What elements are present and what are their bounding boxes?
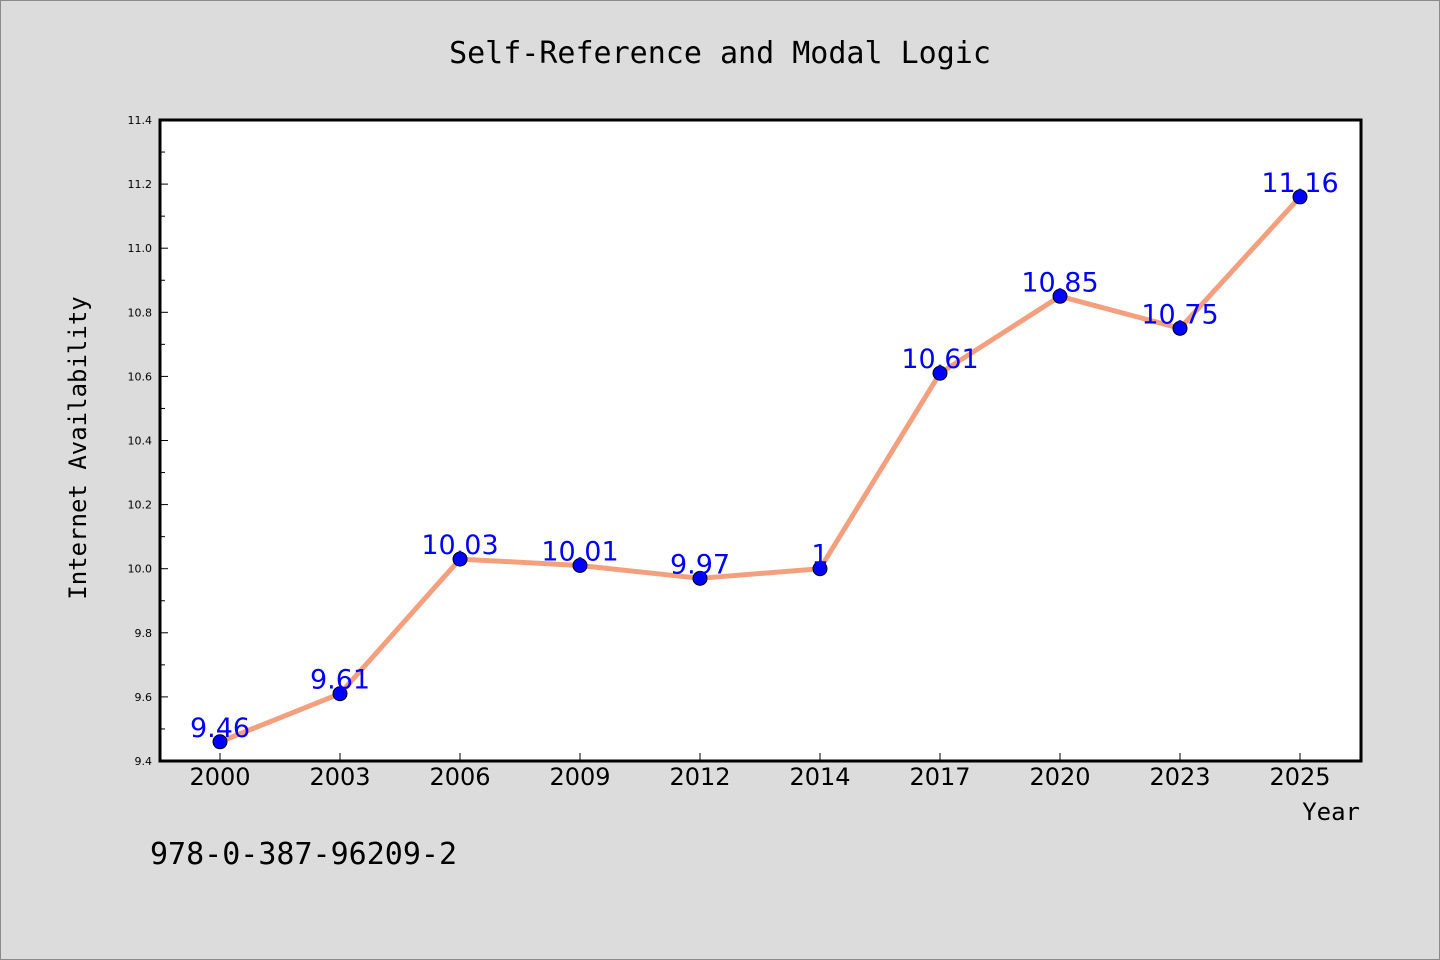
data-point <box>1172 320 1188 336</box>
plot-area <box>158 118 1363 763</box>
x-axis-ticks: 2000 2003 2006 2009 2012 2014 2017 2020 2023 2025 <box>189 753 1331 791</box>
x-tick-label: 2006 <box>429 763 490 791</box>
data-labels: 9.46 9.61 10.03 10.01 9.97 1 10.61 10.85 10.75 11… <box>190 168 1339 744</box>
data-label: 11.16 <box>1261 168 1338 199</box>
y-axis-ticks: 9.4 9.6 9.8 10.0 10.2 10.4 10.6 10.8 11.0 11.2 11.… <box>128 114 168 768</box>
y-tick-label: 10.2 <box>128 499 153 512</box>
x-tick-label: 2009 <box>549 763 610 791</box>
chart-title: Self-Reference and Modal Logic <box>449 36 991 71</box>
data-label: 10.61 <box>901 344 978 375</box>
y-tick-label: 11.0 <box>128 242 153 255</box>
y-tick-label: 10.4 <box>128 435 153 448</box>
data-point <box>1292 189 1308 205</box>
x-tick-label: 2012 <box>669 763 730 791</box>
y-tick-label: 9.6 <box>135 691 153 704</box>
data-point <box>812 561 828 577</box>
series-line-group <box>217 194 1303 745</box>
data-label: 9.61 <box>310 665 370 696</box>
y-tick-label: 9.4 <box>135 755 153 768</box>
data-point <box>452 551 468 567</box>
x-tick-label: 2025 <box>1269 763 1330 791</box>
data-label: 10.03 <box>421 530 498 561</box>
data-point <box>932 365 948 381</box>
series-line <box>217 194 1303 745</box>
x-tick-label: 2023 <box>1149 763 1210 791</box>
x-tick-label: 2000 <box>189 763 250 791</box>
x-tick-label: 2020 <box>1029 763 1090 791</box>
data-label: 10.85 <box>1021 267 1098 298</box>
isbn-footer: 978-0-387-96209-2 <box>150 837 457 872</box>
x-axis-label: Year <box>1302 798 1360 826</box>
data-point <box>1052 288 1068 304</box>
y-tick-label: 11.2 <box>128 178 153 191</box>
data-label: 9.97 <box>670 549 730 580</box>
y-tick-label: 10.0 <box>128 563 153 576</box>
y-axis-label: Internet Availability <box>64 296 92 599</box>
data-point <box>212 734 228 750</box>
data-point <box>332 686 348 702</box>
data-point <box>692 570 708 586</box>
x-tick-label: 2014 <box>789 763 850 791</box>
data-markers <box>212 189 1308 750</box>
y-tick-label: 9.8 <box>135 627 153 640</box>
y-tick-label: 10.6 <box>128 370 153 383</box>
data-point <box>572 557 588 573</box>
y-tick-label: 11.4 <box>128 114 153 127</box>
data-label: 10.01 <box>541 536 618 567</box>
y-tick-label: 10.8 <box>128 306 153 319</box>
x-tick-label: 2017 <box>909 763 970 791</box>
x-tick-label: 2003 <box>309 763 370 791</box>
data-label: 1 <box>811 540 828 571</box>
data-label: 9.46 <box>190 713 250 744</box>
data-label: 10.75 <box>1141 299 1218 330</box>
